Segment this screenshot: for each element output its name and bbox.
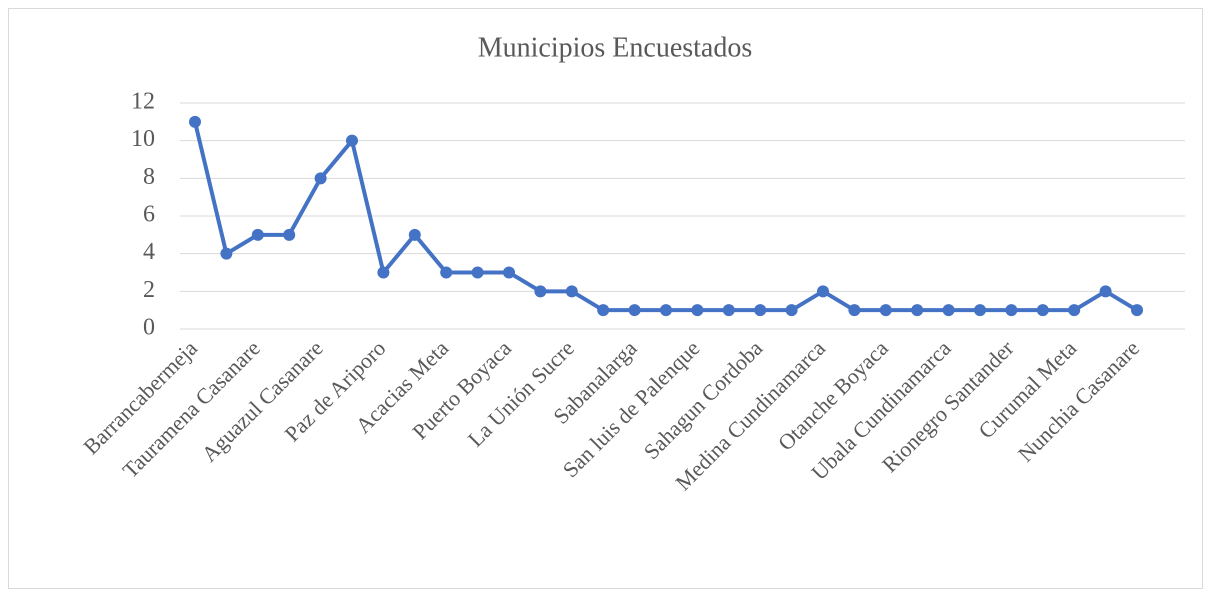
- y-tick-label: 12: [131, 89, 155, 115]
- data-point: [879, 304, 892, 317]
- data-point: [408, 228, 421, 241]
- data-point: [1005, 304, 1018, 317]
- data-point: [848, 304, 861, 317]
- y-tick-label: 2: [143, 277, 155, 303]
- data-point: [189, 115, 201, 128]
- data-point: [628, 304, 641, 317]
- data-point: [817, 285, 829, 298]
- data-point: [1131, 304, 1143, 317]
- data-point: [440, 266, 453, 279]
- data-point: [503, 266, 515, 279]
- data-point: [1036, 304, 1049, 317]
- data-point: [974, 304, 986, 317]
- data-point: [660, 304, 672, 317]
- data-point: [942, 304, 955, 317]
- data-point: [754, 304, 767, 317]
- data-point: [534, 285, 547, 298]
- y-tick-label: 6: [143, 202, 155, 228]
- data-point: [251, 228, 264, 241]
- data-point: [911, 304, 924, 317]
- y-tick-label: 10: [131, 126, 155, 152]
- data-point: [597, 304, 610, 317]
- y-tick-label: 0: [143, 315, 155, 341]
- data-point: [565, 285, 578, 298]
- data-point: [283, 228, 296, 241]
- data-point: [314, 172, 327, 185]
- chart-title: Municipios Encuestados: [478, 32, 753, 63]
- data-point: [471, 266, 484, 279]
- y-tick-label: 4: [143, 239, 155, 265]
- data-point: [785, 304, 798, 317]
- y-tick-label: 8: [143, 164, 155, 190]
- data-point: [377, 266, 390, 279]
- data-point: [722, 304, 735, 317]
- data-point: [1099, 285, 1112, 298]
- data-point: [691, 304, 704, 317]
- data-point: [220, 247, 233, 260]
- data-point: [1068, 304, 1081, 317]
- data-point: [346, 134, 358, 147]
- chart-frame: [8, 8, 1203, 589]
